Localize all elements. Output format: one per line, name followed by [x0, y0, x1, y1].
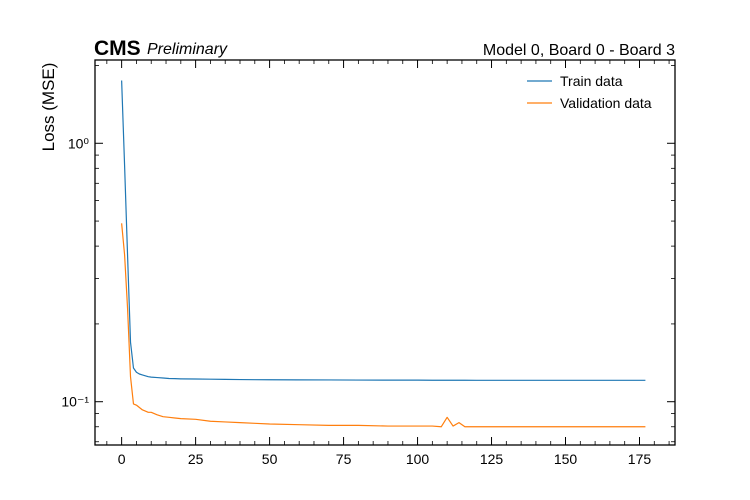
y-axis-label: Loss (MSE) — [39, 63, 58, 152]
series-layer — [121, 80, 646, 428]
preliminary-label: Preliminary — [147, 41, 228, 58]
x-tick-label: 100 — [406, 451, 430, 467]
x-tick-label: 75 — [336, 451, 352, 467]
x-tick-label: 50 — [262, 451, 278, 467]
legend-label-validation: Validation data — [560, 95, 652, 111]
x-tick-label: 175 — [628, 451, 652, 467]
ticks-layer: 0 25 50 75 100 125 150 175 10⁻¹ 10⁰ — [61, 60, 675, 467]
x-tick-label: 25 — [188, 451, 204, 467]
plot-frame — [94, 59, 676, 446]
model-board-label: Model 0, Board 0 - Board 3 — [483, 42, 675, 59]
x-tick-label: 150 — [554, 451, 578, 467]
series-line-train — [121, 80, 646, 381]
y-tick-label: 10⁰ — [68, 135, 90, 151]
y-tick-label: 10⁻¹ — [61, 394, 89, 410]
x-tick-label: 125 — [480, 451, 504, 467]
series-line-validation — [121, 223, 646, 428]
cms-label: CMS — [94, 37, 141, 60]
legend: Train data Validation data — [527, 73, 652, 111]
x-tick-label: 0 — [118, 451, 126, 467]
legend-label-train: Train data — [560, 73, 623, 89]
